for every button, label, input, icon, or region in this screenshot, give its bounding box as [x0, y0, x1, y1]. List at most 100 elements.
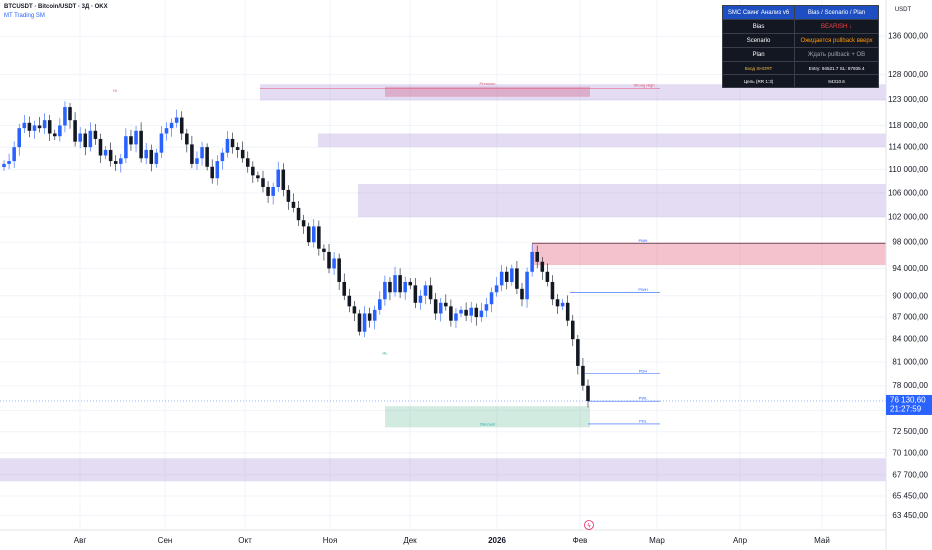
- candle: [525, 267, 529, 308]
- price-tick: 84 000,00: [892, 335, 928, 344]
- candle-body: [438, 302, 443, 314]
- candle-body: [88, 130, 93, 148]
- candle-body: [240, 149, 245, 159]
- candle: [474, 303, 479, 326]
- candle: [413, 277, 418, 309]
- candle-body: [98, 138, 103, 156]
- candle-body: [17, 128, 22, 148]
- candle: [98, 133, 103, 163]
- candle: [47, 114, 52, 142]
- smc-zones: Premium Discount: [0, 81, 886, 482]
- candle-body: [530, 251, 534, 272]
- candle-body: [149, 149, 154, 164]
- candle: [32, 120, 37, 139]
- price-tick: 72 500,00: [892, 427, 928, 436]
- candles: [2, 101, 590, 408]
- svg-text:ϟ: ϟ: [587, 524, 591, 530]
- candle-body: [68, 107, 72, 121]
- scenario-label: Scenario: [721, 33, 796, 48]
- candle-body: [200, 147, 204, 159]
- candle: [494, 276, 499, 297]
- candle-body: [423, 285, 428, 296]
- candle-body: [510, 268, 514, 282]
- price-axis: 136 000,00 128 000,00 123 000,00 118 000,00…: [888, 32, 929, 520]
- candle-body: [418, 295, 423, 303]
- candle: [139, 122, 143, 163]
- candle: [311, 218, 316, 248]
- candle: [550, 275, 555, 306]
- candle-body: [393, 275, 397, 293]
- candle: [301, 214, 306, 234]
- candle: [383, 275, 387, 306]
- zone-purple: [0, 458, 886, 482]
- candle: [271, 182, 275, 205]
- candle: [42, 113, 47, 135]
- setup-label: Вход SHORT: [721, 61, 796, 75]
- candle: [515, 261, 519, 295]
- price-tick: 102 000,00: [888, 213, 929, 222]
- candle-body: [449, 306, 453, 321]
- time-tick: Ноя: [323, 536, 338, 545]
- candle-body: [352, 306, 357, 314]
- candle: [134, 126, 138, 153]
- candle-body: [464, 309, 468, 316]
- candle-body: [428, 285, 433, 300]
- structure-label: HL: [382, 350, 388, 355]
- candle-body: [2, 163, 6, 168]
- candle: [393, 266, 397, 297]
- current-price: 76 130,60: [890, 395, 926, 404]
- plan-value: Ждать pullback + OB: [794, 47, 879, 62]
- candle: [144, 143, 148, 165]
- level-label: PDH: [639, 368, 648, 373]
- candle: [235, 142, 240, 158]
- candle: [73, 112, 77, 147]
- lightning-icon[interactable]: ϟ: [584, 520, 594, 530]
- table-title: SMC Свинг Анализ v6: [721, 5, 796, 20]
- candle-body: [205, 147, 209, 167]
- candle-body: [169, 122, 174, 129]
- candle: [367, 307, 372, 328]
- candle: [245, 151, 250, 173]
- candle-body: [185, 133, 189, 145]
- price-tick: 110 000,00: [889, 165, 929, 174]
- candle-body: [347, 295, 352, 307]
- candle-body: [27, 122, 32, 131]
- candle-body: [174, 117, 179, 123]
- time-tick: Окт: [238, 536, 252, 545]
- candle: [317, 220, 321, 256]
- candle-body: [479, 310, 484, 318]
- candle-body: [296, 207, 301, 221]
- candle-body: [357, 313, 362, 332]
- candle-body: [53, 133, 57, 137]
- candle: [12, 141, 16, 169]
- zone-pink: [385, 86, 590, 97]
- candle: [17, 123, 22, 156]
- candle: [332, 252, 336, 275]
- candle-body: [398, 275, 402, 293]
- candle: [230, 132, 235, 154]
- candle: [240, 141, 245, 163]
- price-tick: 67 700,00: [892, 470, 928, 479]
- candle: [388, 277, 392, 301]
- candle: [565, 295, 570, 327]
- candle: [7, 153, 11, 170]
- price-tick: 136 000,00: [888, 32, 929, 41]
- candle: [185, 128, 189, 153]
- candle-body: [413, 285, 418, 303]
- time-tick: Дек: [403, 536, 417, 545]
- candle-body: [540, 261, 545, 272]
- candle-body: [494, 285, 499, 293]
- candle: [129, 129, 133, 151]
- candle-body: [301, 220, 306, 227]
- candle-body: [63, 107, 67, 126]
- candle-body: [322, 248, 326, 252]
- candle-body: [576, 339, 580, 366]
- candle-body: [129, 136, 133, 145]
- candle: [545, 263, 550, 287]
- candle: [53, 129, 57, 141]
- candle: [489, 287, 494, 313]
- price-tick: 70 100,00: [892, 448, 928, 457]
- candle-body: [489, 292, 494, 305]
- price-tick: 90 000,00: [892, 291, 928, 300]
